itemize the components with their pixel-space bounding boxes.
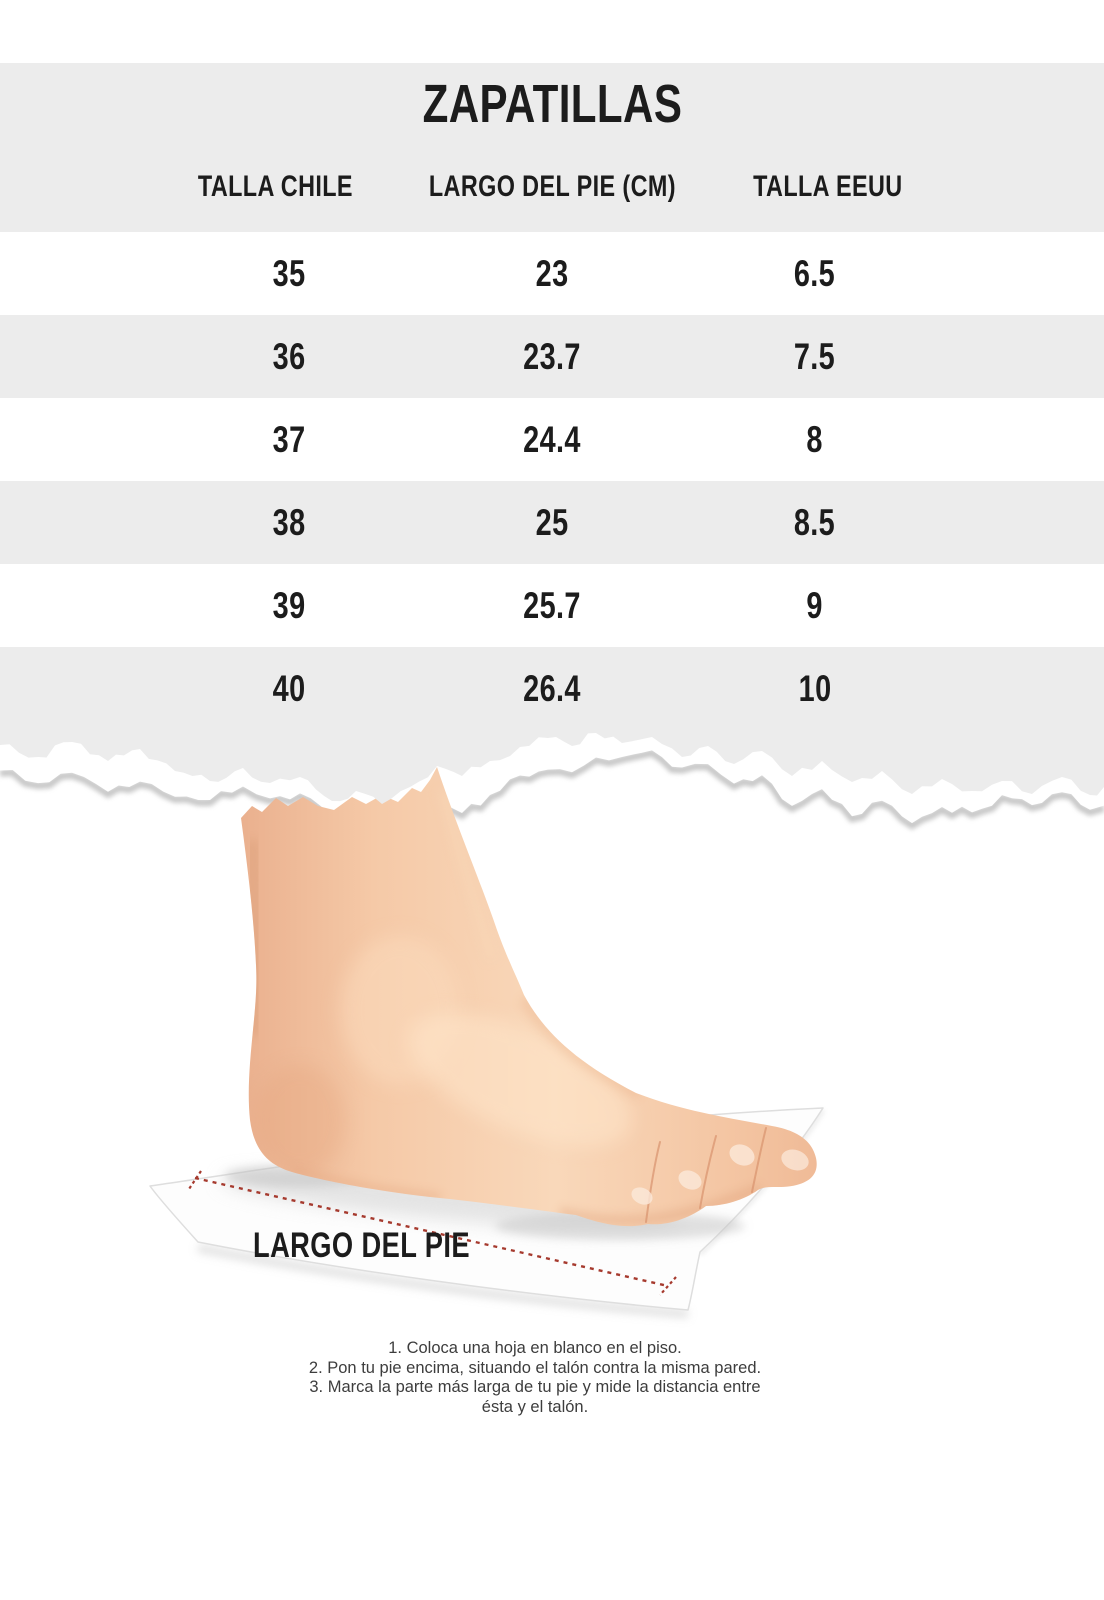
cell-talla-chile: 39 xyxy=(272,584,306,626)
cell-talla-eeuu: 7.5 xyxy=(794,335,836,377)
cell-talla-eeuu: 8.5 xyxy=(794,501,836,543)
cell-largo-pie: 23 xyxy=(535,252,569,294)
cell-largo-pie: 23.7 xyxy=(523,335,581,377)
instruction-line-1: 1. Coloca una hoja en blanco en el piso. xyxy=(388,1339,682,1357)
column-header-talla-eeuu: TALLA EEUU xyxy=(753,170,903,203)
table-body: 35 23 6.5 36 23.7 7.5 37 24.4 8 38 25 8.… xyxy=(0,232,1104,730)
table-row: 39 25.7 9 xyxy=(0,564,1104,647)
cell-talla-chile: 36 xyxy=(272,335,306,377)
foot-length-label: LARGO DEL PIE xyxy=(253,1226,470,1265)
cell-largo-pie: 25.7 xyxy=(523,584,581,626)
cell-talla-chile: 40 xyxy=(272,667,306,709)
table-header-row: TALLA CHILE LARGO DEL PIE (CM) TALLA EEU… xyxy=(158,170,946,204)
page-title: ZAPATILLAS xyxy=(0,77,1104,131)
table-row: 37 24.4 8 xyxy=(0,398,1104,481)
column-header-talla-chile: TALLA CHILE xyxy=(198,170,354,203)
cell-talla-chile: 38 xyxy=(272,501,306,543)
cell-talla-chile: 37 xyxy=(272,418,306,460)
cell-largo-pie: 25 xyxy=(535,501,569,543)
table-row: 35 23 6.5 xyxy=(0,232,1104,315)
cell-largo-pie: 26.4 xyxy=(523,667,581,709)
table-row: 38 25 8.5 xyxy=(0,481,1104,564)
cell-talla-chile: 35 xyxy=(272,252,306,294)
cell-largo-pie: 24.4 xyxy=(523,418,581,460)
column-header-largo-pie: LARGO DEL PIE (CM) xyxy=(428,170,676,203)
cell-talla-eeuu: 6.5 xyxy=(794,252,836,294)
cell-talla-eeuu: 9 xyxy=(806,584,823,626)
table-row: 40 26.4 10 xyxy=(0,647,1104,730)
instruction-line-2: 2. Pon tu pie encima, situando el talón … xyxy=(308,1358,762,1377)
table-row: 36 23.7 7.5 xyxy=(0,315,1104,398)
cell-talla-eeuu: 8 xyxy=(806,418,823,460)
torn-paper-foot-photo xyxy=(0,712,1104,1318)
cell-talla-eeuu: 10 xyxy=(798,667,832,709)
instruction-line-3: 3. Marca la parte más larga de tu pie y … xyxy=(309,1378,761,1396)
top-white-strip xyxy=(0,0,1104,63)
instruction-line-4: ésta y el talón. xyxy=(481,1397,589,1416)
page-title-text: ZAPATILLAS xyxy=(422,74,682,134)
measuring-instructions: 1. Coloca una hoja en blanco en el piso.… xyxy=(0,1339,1070,1417)
size-table: ZAPATILLAS TALLA CHILE LARGO DEL PIE (CM… xyxy=(0,63,1104,713)
